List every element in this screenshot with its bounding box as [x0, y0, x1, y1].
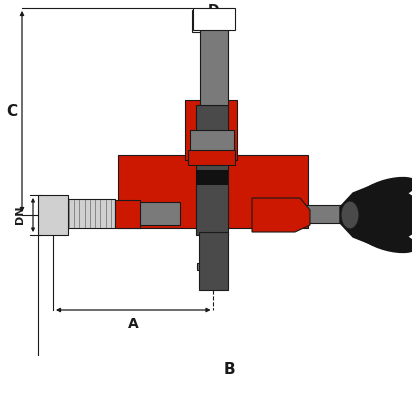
Bar: [185, 100, 237, 160]
Bar: [190, 130, 234, 155]
Polygon shape: [252, 198, 310, 232]
Ellipse shape: [359, 177, 412, 203]
Text: D: D: [208, 3, 220, 17]
Bar: [38, 195, 68, 235]
Bar: [50, 202, 180, 225]
Bar: [196, 170, 228, 185]
Bar: [196, 105, 228, 235]
Ellipse shape: [359, 227, 412, 253]
Bar: [118, 155, 308, 228]
Text: C: C: [7, 104, 18, 119]
Polygon shape: [115, 200, 140, 228]
Bar: [197, 263, 223, 270]
Bar: [200, 26, 228, 105]
Bar: [199, 232, 228, 290]
Polygon shape: [340, 185, 412, 245]
Bar: [252, 205, 355, 223]
Bar: [193, 8, 235, 30]
Bar: [65, 199, 115, 228]
Text: DN: DN: [15, 206, 25, 224]
Bar: [192, 10, 228, 32]
Bar: [188, 150, 235, 165]
Ellipse shape: [341, 201, 359, 229]
Text: A: A: [128, 317, 138, 331]
Text: B: B: [223, 361, 235, 377]
